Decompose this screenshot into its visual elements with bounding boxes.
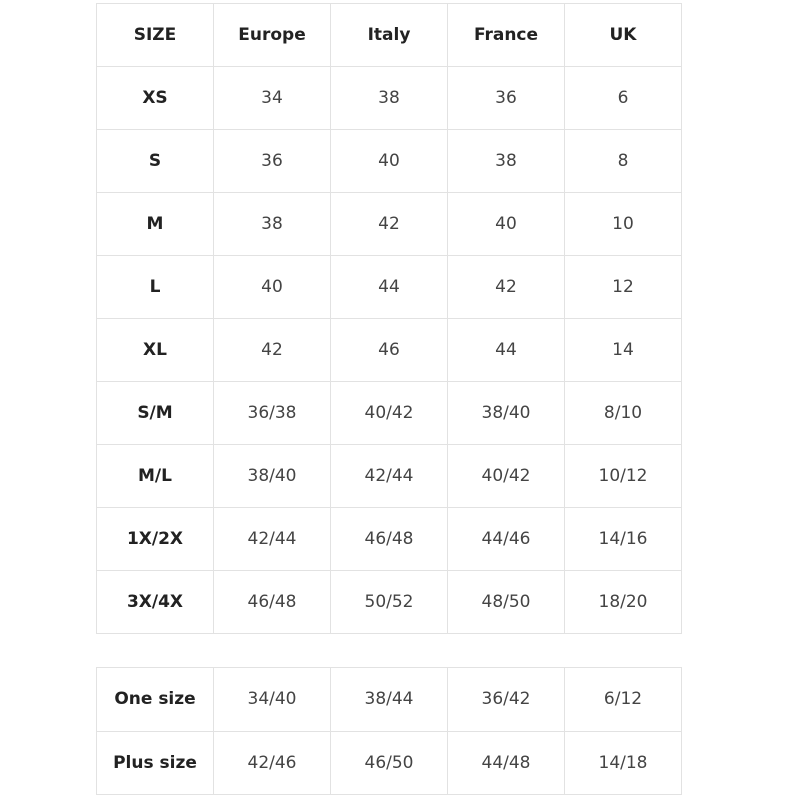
size-label-cell: XS [96,66,214,130]
size-value-cell: 14 [564,318,682,382]
table-row: S 36 40 38 8 [96,129,682,193]
size-value-cell: 38 [213,192,331,256]
size-label-cell: M [96,192,214,256]
table-row: XL 42 46 44 14 [96,318,682,382]
size-value-cell: 8 [564,129,682,193]
table-row: M/L 38/40 42/44 40/42 10/12 [96,444,682,508]
size-value-cell: 10 [564,192,682,256]
size-value-cell: 42 [330,192,448,256]
size-value-cell: 38/44 [330,667,448,732]
size-value-cell: 36 [213,129,331,193]
size-label-cell: 3X/4X [96,570,214,634]
size-value-cell: 38/40 [447,381,565,445]
size-value-cell: 36 [447,66,565,130]
table-row: M 38 42 40 10 [96,192,682,256]
size-label-cell: S [96,129,214,193]
size-label-cell: 1X/2X [96,507,214,571]
column-header: UK [564,3,682,67]
table-row: Plus size 42/46 46/50 44/48 14/18 [96,730,682,795]
size-value-cell: 48/50 [447,570,565,634]
table-row: One size 34/40 38/44 36/42 6/12 [96,667,682,732]
special-sizes-table: One size 34/40 38/44 36/42 6/12 Plus size 42/4… [96,667,682,795]
size-value-cell: 42/46 [213,730,331,795]
size-value-cell: 40/42 [447,444,565,508]
size-value-cell: 46 [330,318,448,382]
size-value-cell: 18/20 [564,570,682,634]
size-value-cell: 14/18 [564,730,682,795]
column-header: Italy [330,3,448,67]
size-value-cell: 6 [564,66,682,130]
size-value-cell: 6/12 [564,667,682,732]
size-label-cell: Plus size [96,730,214,795]
size-value-cell: 34/40 [213,667,331,732]
size-value-cell: 38 [330,66,448,130]
size-value-cell: 38 [447,129,565,193]
size-value-cell: 36/42 [447,667,565,732]
table-row: L 40 44 42 12 [96,255,682,319]
size-value-cell: 44/48 [447,730,565,795]
size-value-cell: 44/46 [447,507,565,571]
size-value-cell: 14/16 [564,507,682,571]
size-value-cell: 40 [330,129,448,193]
size-value-cell: 40 [213,255,331,319]
size-value-cell: 44 [330,255,448,319]
size-value-cell: 46/50 [330,730,448,795]
size-value-cell: 40 [447,192,565,256]
size-value-cell: 38/40 [213,444,331,508]
table-row: 1X/2X 42/44 46/48 44/46 14/16 [96,507,682,571]
table-row: XS 34 38 36 6 [96,66,682,130]
size-value-cell: 8/10 [564,381,682,445]
column-header: France [447,3,565,67]
size-value-cell: 34 [213,66,331,130]
size-value-cell: 46/48 [213,570,331,634]
size-label-cell: M/L [96,444,214,508]
size-value-cell: 42/44 [213,507,331,571]
size-label-cell: L [96,255,214,319]
header-row: SIZE Europe Italy France UK [96,3,682,67]
size-value-cell: 42/44 [330,444,448,508]
size-value-cell: 46/48 [330,507,448,571]
size-value-cell: 44 [447,318,565,382]
size-value-cell: 12 [564,255,682,319]
size-value-cell: 42 [447,255,565,319]
size-label-cell: S/M [96,381,214,445]
size-value-cell: 10/12 [564,444,682,508]
size-value-cell: 40/42 [330,381,448,445]
size-value-cell: 42 [213,318,331,382]
size-value-cell: 50/52 [330,570,448,634]
size-label-cell: XL [96,318,214,382]
size-label-cell: One size [96,667,214,732]
column-header: Europe [213,3,331,67]
size-value-cell: 36/38 [213,381,331,445]
table-row: S/M 36/38 40/42 38/40 8/10 [96,381,682,445]
table-row: 3X/4X 46/48 50/52 48/50 18/20 [96,570,682,634]
size-chart-table: SIZE Europe Italy France UK XS 34 38 36 6 S 36 40 38… [96,3,682,634]
column-header: SIZE [96,3,214,67]
